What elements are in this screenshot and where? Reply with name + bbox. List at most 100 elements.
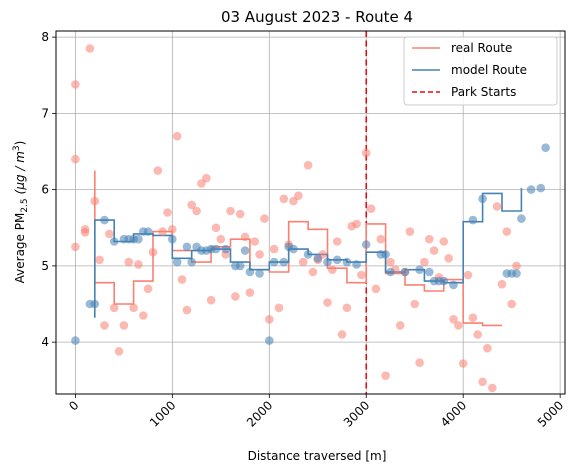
model-point — [265, 336, 274, 345]
real-point — [298, 257, 308, 267]
real-point — [328, 265, 337, 275]
model-point — [386, 267, 395, 277]
model-point — [352, 260, 361, 269]
real-point — [323, 298, 332, 307]
model-point — [269, 257, 279, 267]
real-point — [168, 225, 177, 234]
y-axis-label-group: Average PM2.5 (μg / m3) — [12, 141, 30, 284]
model-point — [517, 214, 526, 223]
real-point — [206, 295, 216, 305]
real-point — [337, 330, 347, 339]
real-point — [449, 315, 458, 324]
real-point — [109, 303, 119, 313]
real-point — [163, 208, 172, 217]
real-point — [303, 160, 313, 170]
real-point — [371, 284, 381, 294]
real-point — [240, 232, 250, 242]
legend-label-model-route: model Route — [451, 63, 527, 77]
real-point — [100, 321, 109, 330]
model-point — [342, 257, 352, 267]
real-point — [245, 288, 255, 297]
legend: real Route model Route Park Starts — [403, 36, 558, 106]
model-point — [478, 194, 487, 204]
real-point — [454, 321, 463, 330]
real-point — [235, 209, 245, 219]
y-axis-label-main: Average PM — [13, 213, 27, 284]
real-point — [216, 234, 226, 244]
real-point — [80, 228, 90, 237]
y-axis-ticks: 4 5 6 7 8 — [41, 30, 56, 349]
real-point — [71, 242, 80, 252]
y-tick-label: 6 — [41, 183, 49, 197]
model-point — [221, 244, 230, 254]
real-point — [139, 311, 148, 320]
real-point — [71, 80, 80, 89]
y-tick-label: 5 — [41, 259, 49, 273]
model-point — [187, 257, 196, 267]
y-axis-label-unit: (μg / m — [13, 151, 27, 194]
real-point — [265, 315, 274, 324]
real-point — [226, 206, 235, 216]
model-point — [468, 215, 478, 225]
plot-frame — [55, 30, 566, 395]
real-point — [395, 321, 405, 330]
real-point — [492, 202, 502, 211]
model-point — [90, 299, 100, 309]
real-point — [357, 270, 366, 280]
real-point — [85, 44, 95, 53]
real-point — [172, 131, 182, 141]
real-point — [352, 219, 361, 229]
model-point — [289, 244, 298, 254]
model-point — [109, 237, 119, 246]
real-point — [386, 257, 395, 267]
legend-box — [403, 36, 558, 106]
real-point — [502, 227, 512, 236]
model-point — [168, 234, 177, 244]
model-point — [235, 261, 245, 271]
real-point — [202, 173, 211, 183]
real-point — [483, 343, 492, 353]
real-point — [95, 255, 104, 265]
x-axis-label: Distance traversed [m] — [248, 449, 387, 463]
model-point — [303, 250, 313, 259]
model-point — [143, 227, 153, 236]
real-point — [361, 148, 371, 158]
real-point — [119, 321, 129, 330]
model-point — [323, 257, 332, 267]
real-point — [458, 359, 468, 368]
y-tick-label: 8 — [41, 30, 49, 44]
real-point — [468, 313, 478, 323]
model-point — [211, 244, 221, 254]
real-point — [308, 267, 318, 277]
model-point — [425, 267, 434, 277]
real-route-step-line — [94, 170, 502, 327]
real-point — [473, 330, 483, 339]
real-point — [439, 237, 449, 246]
real-point — [497, 279, 507, 289]
real-point — [105, 229, 114, 239]
model-point — [240, 246, 250, 255]
real-point — [332, 237, 342, 246]
real-point — [463, 270, 473, 280]
real-point — [415, 358, 424, 368]
model-point — [245, 267, 255, 277]
real-point — [143, 284, 153, 294]
model-point — [172, 257, 182, 267]
y-axis-label-end: ) — [13, 141, 27, 146]
model-point — [279, 257, 289, 267]
real-point — [478, 377, 487, 387]
real-point — [410, 299, 420, 309]
model-point — [449, 280, 458, 290]
real-point — [71, 154, 80, 164]
real-point — [250, 237, 260, 246]
model-point — [134, 234, 143, 244]
real-point — [134, 260, 143, 269]
model-point — [255, 269, 264, 278]
scatter-points — [71, 44, 550, 393]
real-point — [342, 303, 352, 313]
real-point — [420, 257, 429, 267]
model-point — [332, 255, 342, 265]
model-point — [415, 265, 424, 275]
real-point — [177, 275, 187, 284]
